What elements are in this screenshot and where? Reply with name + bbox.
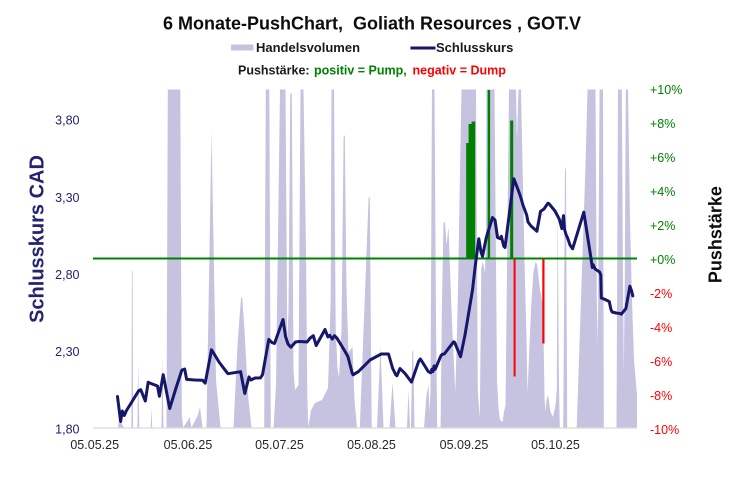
svg-text:-6%: -6% bbox=[650, 355, 672, 369]
svg-text:05.10.25: 05.10.25 bbox=[531, 438, 580, 452]
svg-text:05.09.25: 05.09.25 bbox=[440, 438, 489, 452]
svg-text:1,80: 1,80 bbox=[55, 422, 79, 436]
svg-text:05.06.25: 05.06.25 bbox=[164, 438, 213, 452]
svg-text:3,80: 3,80 bbox=[55, 114, 79, 128]
svg-text:-2%: -2% bbox=[650, 287, 672, 301]
svg-text:+10%: +10% bbox=[650, 83, 682, 97]
svg-text:05.07.25: 05.07.25 bbox=[255, 438, 304, 452]
svg-text:+0%: +0% bbox=[650, 253, 675, 267]
svg-text:+6%: +6% bbox=[650, 151, 675, 165]
svg-text:-4%: -4% bbox=[650, 321, 672, 335]
svg-text:Pushstärke:: Pushstärke: bbox=[238, 64, 310, 78]
svg-text:3,30: 3,30 bbox=[55, 191, 79, 205]
svg-text:2,30: 2,30 bbox=[55, 345, 79, 359]
svg-text:positiv = Pump,: positiv = Pump, bbox=[314, 64, 407, 78]
svg-text:6 Monate-PushChart, Goliath R: 6 Monate-PushChart, Goliath Resources , … bbox=[163, 14, 581, 34]
svg-text:Pushstärke: Pushstärke bbox=[706, 186, 726, 283]
svg-text:2,80: 2,80 bbox=[55, 268, 79, 282]
svg-text:-8%: -8% bbox=[650, 389, 672, 403]
svg-text:05.08.25: 05.08.25 bbox=[347, 438, 396, 452]
svg-text:negativ = Dump: negativ = Dump bbox=[413, 64, 507, 78]
svg-text:+8%: +8% bbox=[650, 117, 675, 131]
svg-text:05.05.25: 05.05.25 bbox=[70, 438, 119, 452]
svg-text:Schlusskurs: Schlusskurs bbox=[436, 40, 513, 55]
svg-text:+2%: +2% bbox=[650, 219, 675, 233]
svg-text:Handelsvolumen: Handelsvolumen bbox=[256, 40, 360, 55]
svg-text:Schlusskurs CAD: Schlusskurs CAD bbox=[27, 155, 49, 323]
svg-text:+4%: +4% bbox=[650, 185, 675, 199]
svg-text:-10%: -10% bbox=[650, 423, 679, 437]
